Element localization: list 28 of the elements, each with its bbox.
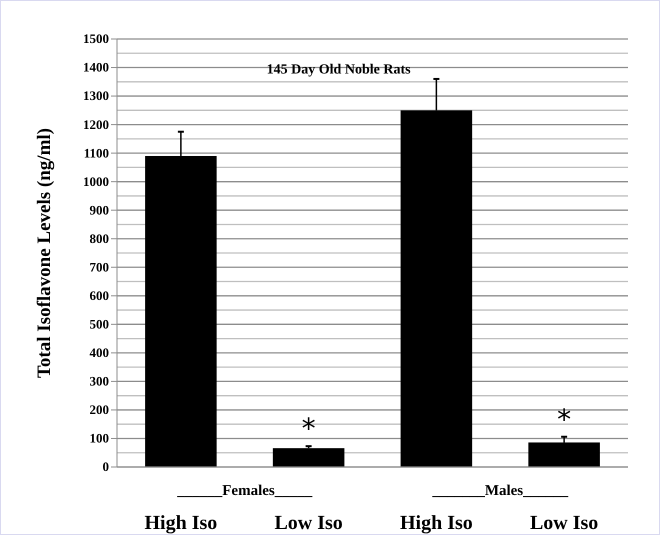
x-tick-label: High Iso xyxy=(400,512,473,534)
x-tick-label: Low Iso xyxy=(274,512,343,534)
x-tick-label: Low Iso xyxy=(530,512,598,534)
y-tick-label: 900 xyxy=(90,202,109,218)
y-tick-label: 0 xyxy=(102,459,109,474)
bar xyxy=(528,442,600,467)
y-tick-label: 1100 xyxy=(84,145,109,160)
bar xyxy=(272,448,344,467)
y-tick-label: 1000 xyxy=(83,174,109,189)
y-axis-title: Total Isoflavone Levels (ng/ml) xyxy=(34,128,55,378)
y-tick-label: 300 xyxy=(90,374,109,389)
y-tick-label: 1400 xyxy=(83,60,109,75)
annotation: * xyxy=(557,402,572,436)
text: 145 Day Old Noble Rats xyxy=(266,62,412,78)
y-tick-label: 600 xyxy=(90,288,109,303)
y-tick-label: 200 xyxy=(90,402,109,418)
y-tick-label: 400 xyxy=(90,345,109,360)
annotation: * xyxy=(302,412,316,446)
y-tick-label: 1300 xyxy=(83,88,109,104)
y-tick-label: 1500 xyxy=(83,31,109,46)
y-tick-label: 700 xyxy=(90,259,109,274)
text: ______Females_____ xyxy=(176,483,313,499)
y-tick-label: 800 xyxy=(90,230,109,246)
y-tick-label: 100 xyxy=(90,430,109,446)
text: _______Males______ xyxy=(431,483,569,499)
x-tick-label: High Iso xyxy=(144,512,218,534)
y-tick-label: 500 xyxy=(90,316,109,332)
y-tick-label: 1200 xyxy=(83,116,109,132)
